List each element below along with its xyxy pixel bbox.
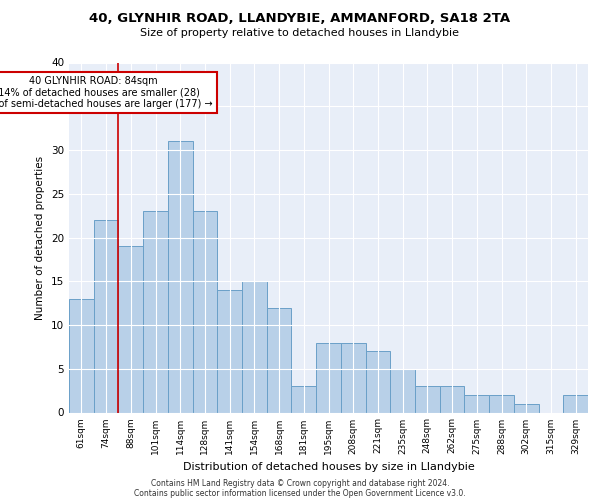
Text: Contains public sector information licensed under the Open Government Licence v3: Contains public sector information licen…	[134, 488, 466, 498]
Bar	[390, 369, 415, 412]
Bar	[489, 395, 514, 412]
Bar	[94, 220, 118, 412]
Bar	[365, 351, 390, 412]
Y-axis label: Number of detached properties: Number of detached properties	[35, 156, 46, 320]
Text: 40, GLYNHIR ROAD, LLANDYBIE, AMMANFORD, SA18 2TA: 40, GLYNHIR ROAD, LLANDYBIE, AMMANFORD, …	[89, 12, 511, 26]
Bar	[267, 308, 292, 412]
Text: Size of property relative to detached houses in Llandybie: Size of property relative to detached ho…	[140, 28, 460, 38]
Bar	[292, 386, 316, 412]
Bar	[514, 404, 539, 412]
Bar	[563, 395, 588, 412]
Bar	[316, 342, 341, 412]
Bar	[193, 211, 217, 412]
Bar	[118, 246, 143, 412]
Bar	[440, 386, 464, 412]
Bar	[69, 298, 94, 412]
Bar	[168, 141, 193, 412]
X-axis label: Distribution of detached houses by size in Llandybie: Distribution of detached houses by size …	[182, 462, 475, 472]
Bar	[217, 290, 242, 412]
Bar	[464, 395, 489, 412]
Bar	[341, 342, 365, 412]
Text: 40 GLYNHIR ROAD: 84sqm
← 14% of detached houses are smaller (28)
86% of semi-det: 40 GLYNHIR ROAD: 84sqm ← 14% of detached…	[0, 76, 213, 109]
Text: Contains HM Land Registry data © Crown copyright and database right 2024.: Contains HM Land Registry data © Crown c…	[151, 478, 449, 488]
Bar	[143, 211, 168, 412]
Bar	[415, 386, 440, 412]
Bar	[242, 281, 267, 412]
